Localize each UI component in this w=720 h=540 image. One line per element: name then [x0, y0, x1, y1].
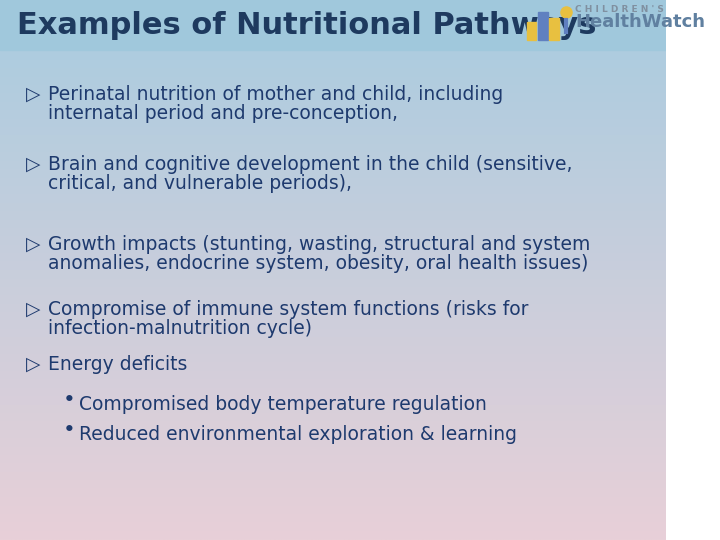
- Text: ▷: ▷: [26, 85, 40, 104]
- Text: ▷: ▷: [26, 300, 40, 319]
- Text: internatal period and pre-conception,: internatal period and pre-conception,: [48, 104, 398, 123]
- Bar: [0, 0, 666, 50]
- Text: Energy deficits: Energy deficits: [48, 355, 187, 374]
- Text: anomalies, endocrine system, obesity, oral health issues): anomalies, endocrine system, obesity, or…: [48, 254, 588, 273]
- Text: Reduced environmental exploration & learning: Reduced environmental exploration & lear…: [78, 425, 517, 444]
- Text: Growth impacts (stunting, wasting, structural and system: Growth impacts (stunting, wasting, struc…: [48, 235, 590, 254]
- Text: infection-malnutrition cycle): infection-malnutrition cycle): [48, 319, 312, 338]
- Text: Compromised body temperature regulation: Compromised body temperature regulation: [78, 395, 487, 414]
- Text: ▷: ▷: [26, 235, 40, 254]
- Bar: [527, 22, 536, 40]
- Bar: [539, 12, 547, 40]
- Text: •: •: [63, 390, 76, 410]
- Text: Compromise of immune system functions (risks for: Compromise of immune system functions (r…: [48, 300, 528, 319]
- Text: •: •: [63, 420, 76, 440]
- Text: ▷: ▷: [26, 155, 40, 174]
- Text: ▷: ▷: [26, 355, 40, 374]
- Text: critical, and vulnerable periods),: critical, and vulnerable periods),: [48, 174, 352, 193]
- Text: Perinatal nutrition of mother and child, including: Perinatal nutrition of mother and child,…: [48, 85, 503, 104]
- Text: C H I L D R E N ' S: C H I L D R E N ' S: [575, 5, 664, 15]
- Text: Examples of Nutritional Pathways: Examples of Nutritional Pathways: [17, 10, 596, 39]
- Bar: [549, 18, 559, 40]
- Text: HealthWatch: HealthWatch: [575, 13, 706, 31]
- Text: Brain and cognitive development in the child (sensitive,: Brain and cognitive development in the c…: [48, 155, 572, 174]
